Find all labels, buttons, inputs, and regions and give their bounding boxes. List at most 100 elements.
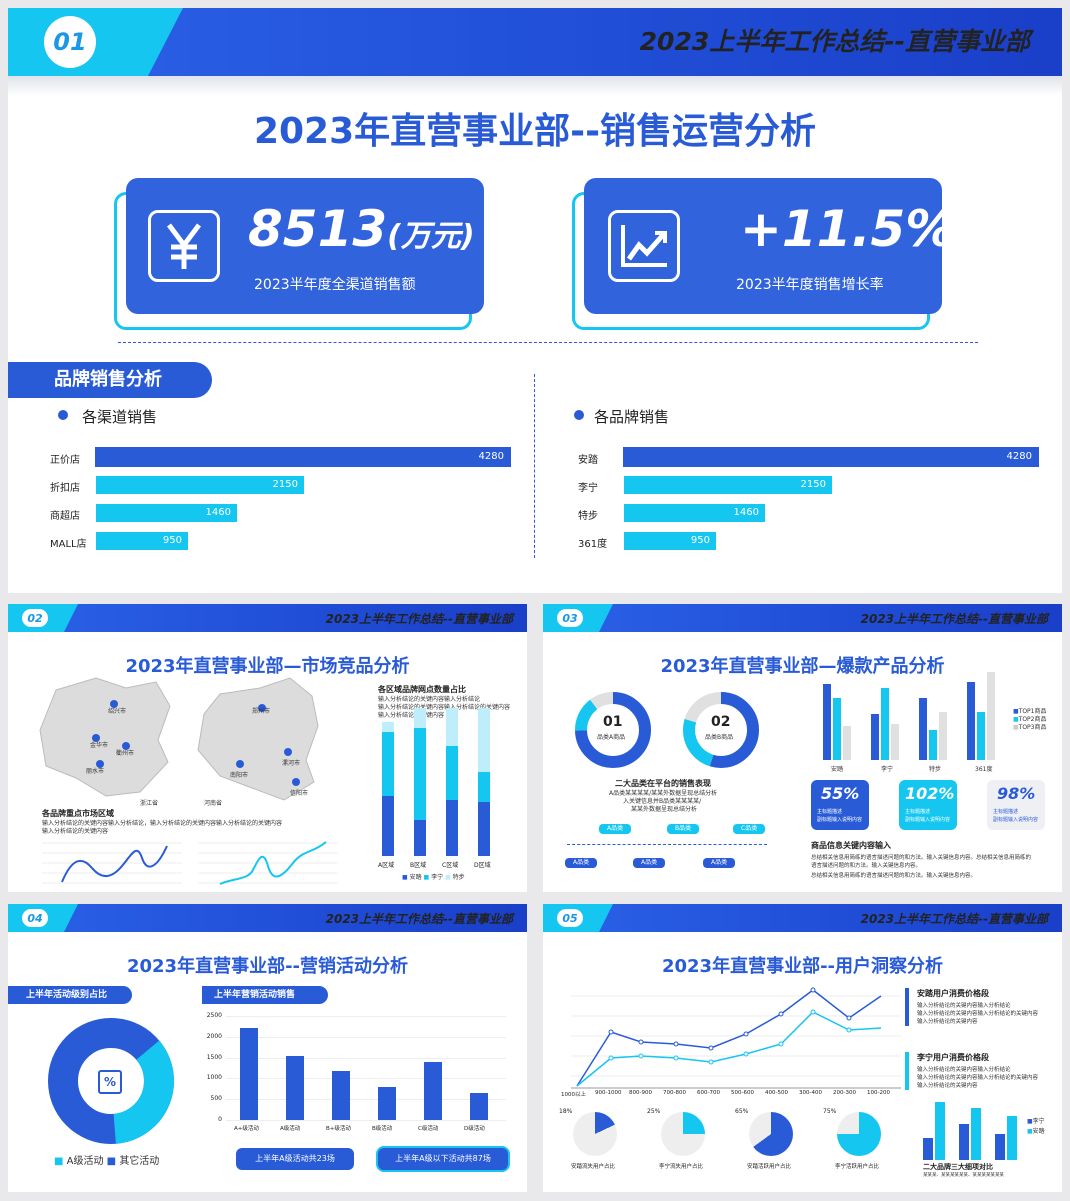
city-label: 漯河市 bbox=[282, 760, 301, 767]
bar-category: 特步 bbox=[929, 766, 942, 773]
section-title: 各品牌重点市场区域 bbox=[42, 809, 114, 818]
city-label: 绍兴市 bbox=[108, 708, 127, 715]
chart-heading: 各品牌销售 bbox=[594, 408, 670, 426]
desc-line: 输入分析结论的关键内容输入分析结论，输入分析结论的关键内容输入分析结论的关键内容 bbox=[42, 820, 283, 827]
accent-bar bbox=[905, 1052, 909, 1090]
city-label: 金华市 bbox=[90, 742, 109, 749]
insight-desc: 输入分析结论的关键内容输入分析结论的关键内容 bbox=[917, 1011, 1039, 1017]
bullet-dot bbox=[574, 410, 584, 420]
header-title: 2023上半年工作总结--直营事业部 bbox=[325, 912, 513, 926]
grid-line bbox=[226, 1016, 506, 1017]
x-tick: 700-800 bbox=[663, 1090, 686, 1096]
bar-value: 2150 bbox=[800, 479, 826, 490]
grid-line bbox=[226, 1057, 506, 1059]
pie-pct: 25% bbox=[647, 1108, 661, 1115]
legend-item: ■ A级活动 ■ 其它活动 bbox=[54, 1156, 160, 1167]
timeline-tag: A品类 bbox=[633, 858, 666, 868]
summary-button[interactable]: 上半年A级以下活动共87场 bbox=[378, 1148, 508, 1170]
slide-products: 03 2023上半年工作总结--直营事业部 2023年直营事业部—爆款产品分析 … bbox=[543, 604, 1062, 892]
pct-value: 102% bbox=[905, 784, 955, 803]
bar-category: A区域 bbox=[378, 862, 395, 869]
slide-number: 01 bbox=[44, 16, 96, 68]
slide-header bbox=[8, 604, 527, 632]
desc-line: 输入分析结论的关键内容 bbox=[378, 712, 445, 719]
info-title: 商品信息关键内容输入 bbox=[811, 841, 891, 850]
brand-compare-bars bbox=[923, 1102, 1017, 1160]
pct-desc: 副标题输入说明内容 bbox=[905, 817, 951, 823]
pct-desc: 主标题描述 bbox=[993, 809, 1019, 815]
grid-line bbox=[226, 1099, 506, 1101]
header-title: 2023上半年工作总结--直营事业部 bbox=[860, 612, 1048, 626]
price-band-lines bbox=[571, 987, 901, 1089]
city-label: 南阳市 bbox=[230, 772, 249, 779]
province-label: 浙江省 bbox=[140, 800, 159, 807]
bar-category: A级活动 bbox=[280, 1126, 301, 1132]
grid-line bbox=[226, 1120, 506, 1121]
bar-label: 特步 bbox=[578, 511, 598, 522]
pie bbox=[837, 1112, 881, 1156]
page-title: 2023年直营事业部--用户洞察分析 bbox=[661, 956, 944, 977]
info-desc: 总结相关信息用简练的语言描述问题的和方法。输入关键信息内容。总结相关信息用简练的 bbox=[811, 855, 1032, 861]
bar: 1460 bbox=[624, 504, 765, 522]
bar-value: 1460 bbox=[733, 507, 759, 518]
sub-desc: A品类某某某某/某某外数据呈现总结分析 bbox=[609, 790, 718, 797]
y-tick: 1000 bbox=[206, 1074, 222, 1082]
kpi-growth-value: +11.5% bbox=[740, 200, 956, 258]
header-title: 2023上半年工作总结--直营事业部 bbox=[639, 27, 1030, 56]
bar-label: 商超店 bbox=[50, 511, 80, 522]
x-tick: 1000以上 bbox=[561, 1092, 586, 1098]
bar-label: 李宁 bbox=[578, 483, 598, 494]
stack-segment bbox=[446, 708, 458, 746]
x-tick: 500-600 bbox=[731, 1090, 754, 1096]
kpi-growth-card: +11.5% 2023半年度销售增长率 bbox=[584, 178, 955, 314]
pie-pct: 75% bbox=[823, 1108, 837, 1115]
accent-bar bbox=[905, 988, 909, 1026]
timeline bbox=[567, 844, 767, 845]
bar-value: 950 bbox=[690, 535, 710, 546]
summary-button[interactable]: 上半年A级活动共23场 bbox=[236, 1148, 354, 1170]
stack-segment bbox=[446, 746, 458, 800]
anta-trend-line bbox=[42, 842, 182, 884]
pie bbox=[661, 1112, 705, 1156]
donut-label: 品类A商品 bbox=[597, 734, 626, 741]
timeline-tag: A品类 bbox=[565, 858, 598, 868]
y-tick: 2500 bbox=[206, 1012, 222, 1019]
pie-label: 李宁流失用户占比 bbox=[659, 1164, 704, 1170]
legend-item: ■TOP2商品 bbox=[1013, 716, 1047, 723]
kpi-sales-unit: (万元) bbox=[387, 219, 475, 254]
bar-label: 361度 bbox=[578, 539, 608, 550]
growth-chart-icon bbox=[608, 210, 680, 282]
bar-category: D级活动 bbox=[464, 1126, 485, 1132]
x-tick: 900-1000 bbox=[595, 1090, 622, 1096]
bar-label: 折扣店 bbox=[50, 483, 80, 494]
insight-desc: 输入分析结论的关键内容 bbox=[917, 1019, 978, 1025]
pct-desc: 主标题描述 bbox=[905, 809, 931, 815]
stack-segment bbox=[382, 796, 394, 856]
insight-title: 李宁用户消费价格段 bbox=[917, 1053, 989, 1062]
desc-line: 输入分析结论的关键内容 bbox=[42, 828, 109, 835]
pct-desc: 主标题描述 bbox=[817, 809, 843, 815]
donut-a bbox=[575, 692, 651, 768]
bar-category: 361度 bbox=[975, 766, 993, 773]
timeline-tag: A品类 bbox=[703, 858, 736, 868]
x-tick: 800-900 bbox=[629, 1090, 652, 1096]
insight-desc: 输入分析结论的关键内容输入分析结论 bbox=[917, 1067, 1011, 1073]
zhejiang-map bbox=[39, 677, 171, 797]
page-title: 2023年直营事业部--销售运营分析 bbox=[253, 111, 817, 152]
x-tick: 300-400 bbox=[799, 1090, 822, 1096]
pct-desc: 副标题输入说明内容 bbox=[993, 817, 1039, 823]
grid-line bbox=[226, 1078, 506, 1080]
bar-label: 安踏 bbox=[578, 455, 598, 466]
pct-card: 55% 主标题描述 副标题输入说明内容 bbox=[811, 780, 869, 830]
sub-desc: 入关键信息并B品类某某某某/ bbox=[623, 798, 702, 805]
header-shadow bbox=[8, 76, 1062, 96]
y-tick: 1500 bbox=[206, 1053, 222, 1061]
pie-pct: 65% bbox=[735, 1108, 749, 1115]
slide-number: 04 bbox=[22, 909, 48, 927]
slide-number: 02 bbox=[22, 609, 48, 627]
bar-value: 4280 bbox=[1006, 451, 1032, 462]
timeline-tag: B品类 bbox=[667, 824, 700, 834]
lining-trend-line bbox=[198, 841, 338, 885]
kpi-growth-label: 2023半年度销售增长率 bbox=[736, 277, 884, 293]
kpi-sales-value: 8513(万元) bbox=[248, 200, 475, 258]
